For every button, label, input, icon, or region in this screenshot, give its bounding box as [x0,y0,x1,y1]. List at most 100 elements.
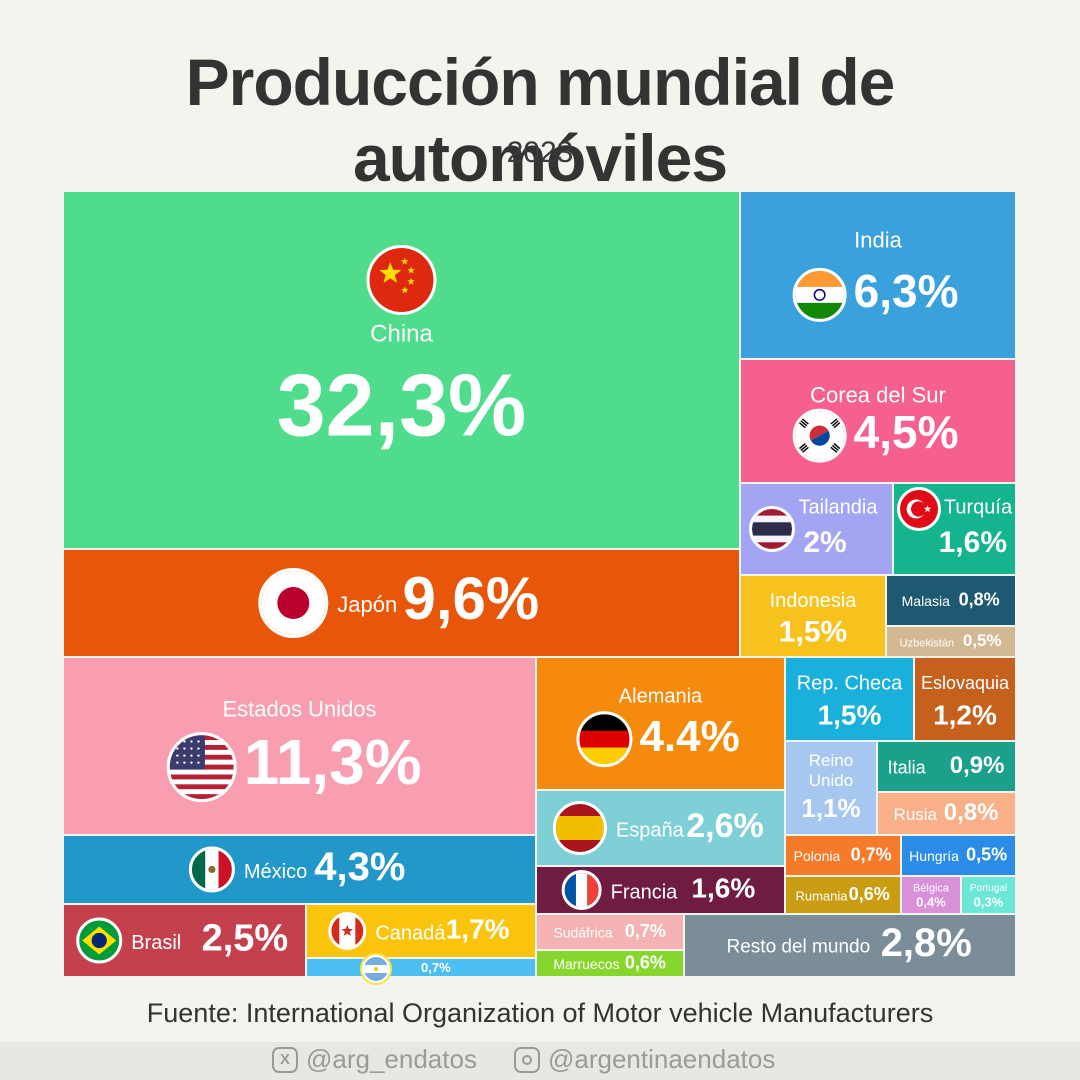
treemap-rect-alemania [537,658,784,789]
value-label: 4,5% [854,406,959,458]
instagram-logo-icon [514,1046,540,1073]
treemap-cell-india: India 6,3% [741,192,1015,358]
china-flag-icon [369,248,434,312]
treemap-cell-argentina: 0,7% [307,953,535,985]
country-label: Italia [888,757,927,777]
country-label: Polonia [794,848,841,864]
mexico-flag-icon [191,849,232,890]
value-label: 1,6% [939,526,1007,559]
twitter-handle-text: @arg_endatos [306,1044,477,1074]
chart-subtitle: 2023 [506,136,574,169]
country-label: Turquía [944,496,1013,518]
treemap-rect-marruecos [537,951,683,976]
country-label: Marruecos [553,956,619,972]
treemap-cell-rusia: Rusia 0,8% [878,793,1015,834]
treemap-rect-japon [64,550,739,656]
value-label: 9,6% [403,565,540,632]
brazil-flag-icon [79,920,120,961]
value-label: 6,3% [854,265,959,317]
treemap-rect-rep-checa [786,658,913,740]
treemap-cell-rumania: Rumania 0,6% [786,877,900,913]
value-label: 2,6% [686,807,764,845]
value-label: 0,7% [421,960,451,975]
country-label: China [370,320,433,347]
country-label: Malasia [902,593,950,609]
treemap-rect-belgica [902,877,960,913]
treemap-cell-tailandia: Tailandia 2% [741,484,892,574]
value-label: 1,5% [818,699,882,730]
country-label: Estados Unidos [222,697,376,722]
chart-title: Producción mundial de automóviles [185,45,896,195]
value-label: 1,7% [446,913,510,944]
india-flag-icon [795,270,844,319]
treemap-rect-mexico [64,836,535,903]
france-flag-icon [564,873,599,907]
treemap-cell-malasia: Malasia 0,8% [887,576,1015,625]
treemap-rect-corea-del-sur [741,360,1015,482]
country-label: Tailandia [799,496,879,518]
value-label: 0,5% [966,844,1007,864]
treemap-cell-italia: Italia 0,9% [878,742,1015,791]
japan-flag-icon [261,571,326,635]
country-label: Brasil [131,932,181,954]
country-label: Hungría [909,848,959,864]
treemap-cell-mexico: México 4,3% [64,836,535,903]
country-label: Japón [337,592,397,617]
treemap-rect-rusia [878,793,1015,834]
value-label: 1,2% [933,699,997,730]
country-label: Bélgica [913,882,950,894]
treemap-cell-eslovaquia: Eslovaquia 1,2% [915,658,1015,740]
country-label: España [616,819,685,841]
country-label: Resto del mundo [727,937,871,958]
treemap-cell-francia: Francia 1,6% [537,867,784,913]
country-label: Eslovaquia [921,673,1010,693]
value-label: 4,3% [314,845,405,889]
country-label: Indonesia [770,590,858,612]
south-korea-flag-icon [795,411,844,460]
value-label: 2,5% [202,918,289,960]
treemap-cell-uzbekistan: Uzbekistán 0,5% [887,627,1015,656]
value-label: 32,3% [277,355,527,454]
treemap-rect-malasia [887,576,1015,625]
treemap-cell-china: China 32,3% [64,192,739,548]
value-label: 4.4% [639,712,739,761]
treemap-rect-uzbekistan [887,627,1015,656]
value-label: 2,8% [881,921,972,965]
treemap-cell-espana: España 2,6% [537,791,784,865]
footer-bar: X @arg_endatos @argentinaendatos [0,1042,1080,1080]
country-label: Uzbekistán [900,637,954,649]
treemap-rect-india [741,192,1015,358]
treemap-rect-sudafrica [537,915,683,949]
treemap-rect-indonesia [741,576,885,656]
treemap-rect-portugal [962,877,1015,913]
value-label: 0,3% [974,894,1004,909]
instagram-handle[interactable]: @argentinaendatos [514,1044,775,1075]
country-label: Rumania [795,888,848,903]
usa-flag-icon [169,735,234,800]
value-label: 1,6% [691,872,755,903]
twitter-handle[interactable]: X @arg_endatos [272,1044,477,1075]
spain-flag-icon [555,804,604,852]
value-label: 0,6% [625,952,666,972]
treemap-rect-reino-unido [786,742,876,834]
value-label: 0,9% [950,752,1005,779]
treemap-cell-estados-unidos: Estados Unidos 11,3% [64,658,535,834]
value-label: 0,7% [851,844,892,864]
treemap-cell-rep-checa: Rep. Checa 1,5% [786,658,913,740]
treemap-cell-alemania: Alemania 4.4% [537,658,784,789]
value-label: 0,5% [963,631,1002,650]
country-label: India [854,228,902,253]
turkey-flag-icon [900,490,938,528]
country-label: Alemania [619,686,703,708]
treemap-rect-eslovaquia [915,658,1015,740]
value-label: 1,5% [779,616,847,649]
treemap-cell-hungria: Hungría 0,5% [902,836,1015,875]
value-label: 0,7% [625,921,666,941]
country-label: Reino Unido [809,751,853,790]
country-label: Canadá [375,922,446,944]
treemap-cell-marruecos: Marruecos 0,6% [537,951,683,976]
